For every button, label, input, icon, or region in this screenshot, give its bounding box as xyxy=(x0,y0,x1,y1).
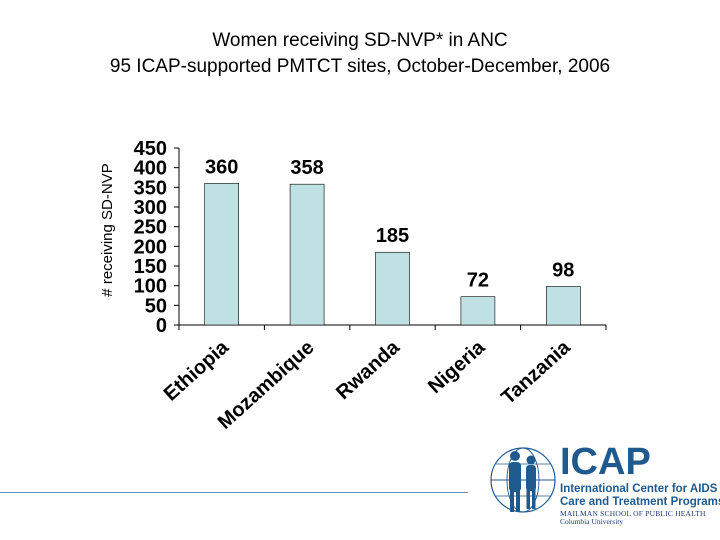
y-axis-label: # receiving SD-NVP xyxy=(99,163,116,296)
y-tick-label: 300 xyxy=(134,197,167,219)
bar-tanzania xyxy=(545,286,581,326)
logo-tagline-1: International Center for AIDS xyxy=(560,483,718,495)
bar-nigeria xyxy=(460,296,496,326)
y-tick-label: 50 xyxy=(145,295,167,317)
footer-divider xyxy=(0,492,468,493)
data-label: 98 xyxy=(552,259,574,281)
data-label: 185 xyxy=(376,225,409,247)
data-labels: 360 358 185 72 98 xyxy=(205,156,574,291)
logo-university: Columbia University xyxy=(560,517,624,526)
data-label: 360 xyxy=(205,156,238,178)
x-category-label: Rwanda xyxy=(332,336,404,404)
y-tick-label: 100 xyxy=(134,276,167,298)
y-tick-label: 200 xyxy=(134,236,167,258)
chart-title: Women receiving SD-NVP* in ANC xyxy=(212,30,508,51)
data-label: 358 xyxy=(290,157,323,179)
y-tick-label: 150 xyxy=(134,256,167,278)
bars xyxy=(204,183,581,326)
x-category-label: Nigeria xyxy=(424,336,490,398)
bar-mozambique xyxy=(289,183,325,326)
logo-school: MAILMAN SCHOOL OF PUBLIC HEALTH xyxy=(560,509,706,518)
y-tick-label: 350 xyxy=(134,177,167,199)
icap-logo: ICAP International Center for AIDS Care … xyxy=(488,440,720,526)
logo-wordmark: ICAP xyxy=(560,441,651,483)
y-tick-label: 400 xyxy=(134,158,167,180)
bar-ethiopia xyxy=(204,183,239,326)
x-category-label: Ethiopia xyxy=(160,336,234,406)
people-globe-icon xyxy=(490,447,556,513)
data-label: 72 xyxy=(467,270,489,292)
y-tick-label: 450 xyxy=(134,138,167,160)
y-tick-label: 0 xyxy=(156,315,167,337)
y-tick-label: 250 xyxy=(134,217,167,239)
bar-rwanda xyxy=(375,251,410,326)
x-category-label: Tanzania xyxy=(497,336,575,409)
chart-subtitle: 95 ICAP-supported PMTCT sites, October-D… xyxy=(109,56,611,77)
logo-tagline-2: Care and Treatment Programs xyxy=(560,496,720,508)
